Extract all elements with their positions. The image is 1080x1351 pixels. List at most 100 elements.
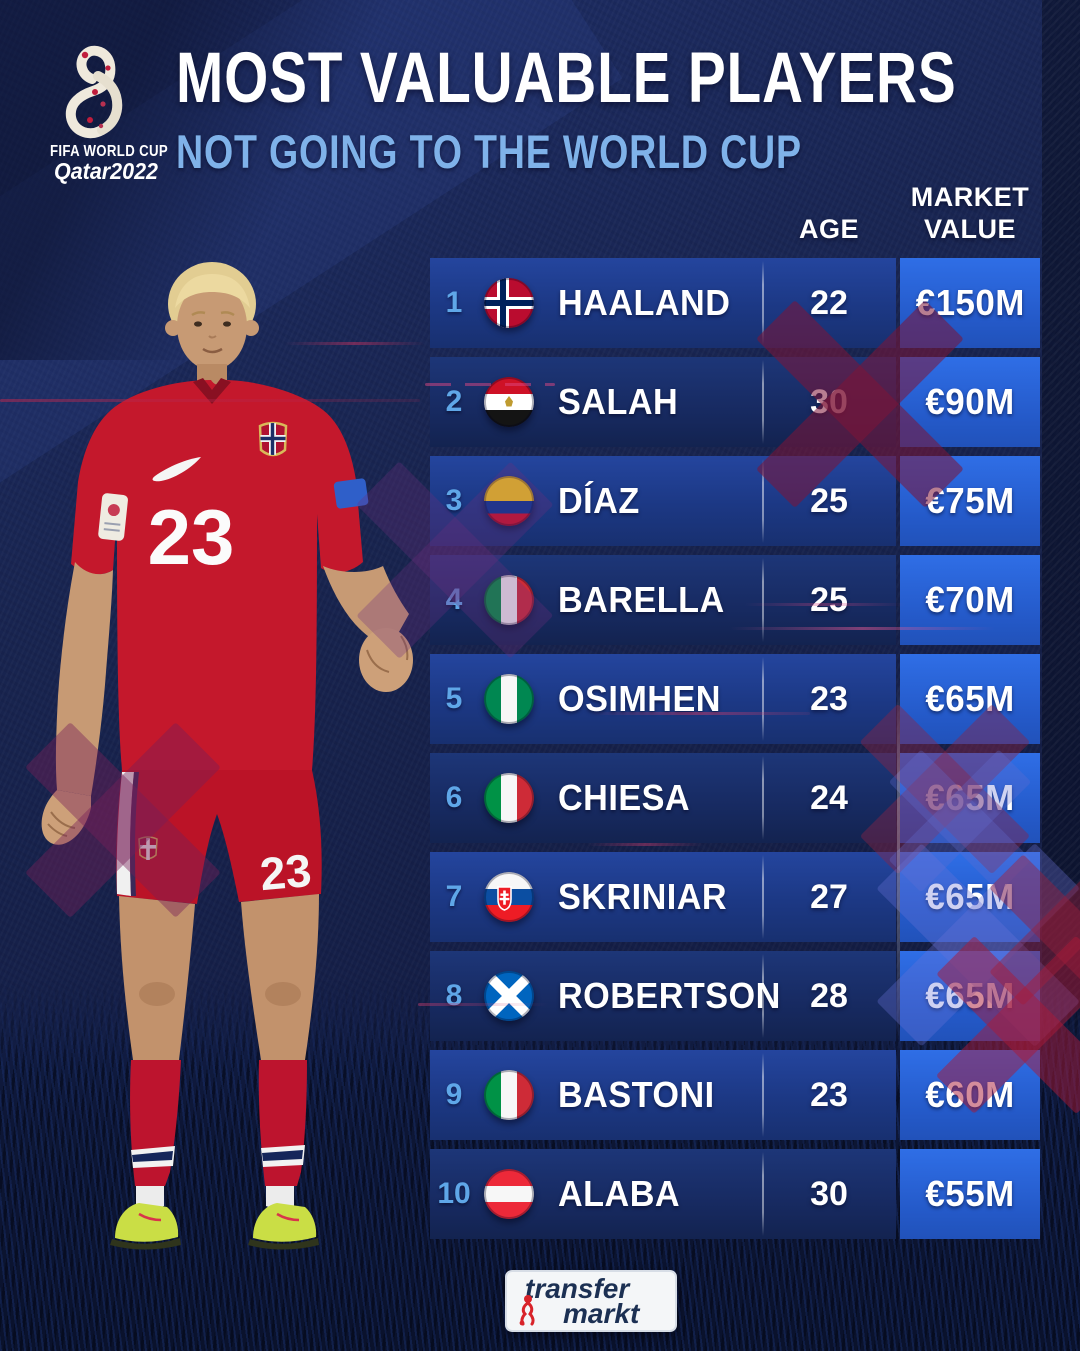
- market-value-cell: €65M: [900, 753, 1040, 843]
- player-rank: 3: [445, 484, 463, 517]
- player-rank: 7: [445, 880, 463, 913]
- table-row: 3 DÍAZ 25 €75M: [430, 456, 1040, 546]
- player-age: 28: [810, 976, 848, 1015]
- market-value: €75M: [925, 480, 1015, 521]
- country-flag-icon-italy: [484, 575, 534, 625]
- transfermarkt-wordmark-bottom: markt: [563, 1297, 640, 1329]
- player-age: 30: [810, 382, 848, 421]
- player-name: HAALAND: [558, 282, 731, 323]
- shorts-number: 23: [258, 844, 314, 900]
- table-row: 9 BASTONI 23 €60M: [430, 1050, 1040, 1140]
- player-name: BARELLA: [558, 579, 725, 620]
- player-age: 23: [810, 679, 848, 718]
- table-row: 8 ROBERTSON 28 €65M: [430, 951, 1040, 1041]
- player-rank: 10: [437, 1177, 471, 1210]
- player-row-panel: 6 CHIESA 24: [430, 753, 896, 843]
- fifa-world-cup-label: FIFA WORLD CUP: [50, 143, 168, 160]
- country-flag-icon-colombia: [484, 476, 534, 526]
- player-row-panel: 8 ROBERTSON 28: [430, 951, 896, 1041]
- player-row-panel: 7 SKRINIAR 27: [430, 852, 896, 942]
- table-row: 5 OSIMHEN 23 €65M: [430, 654, 1040, 744]
- fifa-world-cup-qatar-logo: FIFA WORLD CUP Qatar2022: [50, 45, 168, 184]
- player-row-panel: 2 SALAH 30: [430, 357, 896, 447]
- player-age: 25: [810, 481, 848, 520]
- light-streak: [897, 680, 900, 1040]
- table-row: 7 SKRINIAR 27 €65M: [430, 852, 1040, 942]
- player-name: BASTONI: [558, 1074, 715, 1115]
- table-row: 2 SALAH 30 €90M: [430, 357, 1040, 447]
- market-value: €150M: [915, 282, 1025, 323]
- column-header-value: VALUE: [923, 213, 1016, 244]
- player-age: 25: [810, 580, 848, 619]
- player-rank: 5: [445, 682, 463, 715]
- market-value-cell: €150M: [900, 258, 1040, 348]
- column-header-market-value: MARKET VALUE: [900, 182, 1040, 246]
- market-value-cell: €70M: [900, 555, 1040, 645]
- player-row-panel: 9 BASTONI 23: [430, 1050, 896, 1140]
- country-flag-icon-nigeria: [484, 674, 534, 724]
- market-value-cell: €55M: [900, 1149, 1040, 1239]
- player-age: 22: [810, 283, 848, 322]
- column-header-market: MARKET: [910, 182, 1030, 212]
- transfermarkt-wordmark-top: transfer: [525, 1273, 630, 1304]
- country-flag-icon-slovakia: [484, 872, 534, 922]
- player-row-panel: 4 BARELLA 25: [430, 555, 896, 645]
- player-rank: 2: [445, 385, 463, 418]
- country-flag-icon-italy: [484, 773, 534, 823]
- ranking-table: 1 HAALAND 22 €150M 2 SALAH 30 €90M 3: [430, 258, 1040, 1248]
- player-age: 27: [810, 877, 848, 916]
- player-name: SALAH: [558, 381, 679, 422]
- table-row: 10 ALABA 30 €55M: [430, 1149, 1040, 1239]
- country-flag-icon-scotland: [484, 971, 534, 1021]
- market-value: €65M: [925, 876, 1015, 917]
- player-name: SKRINIAR: [558, 876, 728, 917]
- market-value-cell: €60M: [900, 1050, 1040, 1140]
- qatar-emblem-swirl: [65, 45, 123, 139]
- country-flag-icon-austria: [484, 1169, 534, 1219]
- player-rank: 4: [445, 583, 463, 616]
- market-value-cell: €65M: [900, 654, 1040, 744]
- table-row: 6 CHIESA 24 €65M: [430, 753, 1040, 843]
- transfermarkt-logo: transfer markt: [505, 1270, 677, 1332]
- market-value-cell: €65M: [900, 852, 1040, 942]
- market-value: €70M: [925, 579, 1015, 620]
- player-name: ALABA: [558, 1173, 681, 1214]
- player-rank: 9: [445, 1078, 463, 1111]
- player-row-panel: 5 OSIMHEN 23: [430, 654, 896, 744]
- page-subtitle: NOT GOING TO THE WORLD CUP: [176, 125, 802, 178]
- country-flag-icon-norway: [484, 278, 534, 328]
- player-rank: 8: [445, 979, 463, 1012]
- player-row-panel: 10 ALABA 30: [430, 1149, 896, 1239]
- qatar-2022-label: Qatar2022: [54, 158, 158, 184]
- player-age: 23: [810, 1075, 848, 1114]
- market-value: €60M: [925, 1074, 1015, 1115]
- market-value: €55M: [925, 1173, 1015, 1214]
- player-rank: 1: [445, 286, 463, 319]
- player-name: ROBERTSON: [558, 975, 781, 1016]
- transfermarkt-player-icon: [519, 1295, 535, 1326]
- jersey-number: 23: [148, 493, 235, 581]
- player-row-panel: 1 HAALAND 22: [430, 258, 896, 348]
- page-title: MOST VALUABLE PLAYERS: [176, 39, 957, 118]
- player-name: CHIESA: [558, 777, 691, 818]
- player-row-panel: 3 DÍAZ 25: [430, 456, 896, 546]
- market-value: €65M: [925, 678, 1015, 719]
- market-value: €90M: [925, 381, 1015, 422]
- market-value-cell: €75M: [900, 456, 1040, 546]
- market-value-cell: €65M: [900, 951, 1040, 1041]
- market-value-cell: €90M: [900, 357, 1040, 447]
- market-value: €65M: [925, 777, 1015, 818]
- column-header-age: AGE: [798, 214, 859, 244]
- table-row: 1 HAALAND 22 €150M: [430, 258, 1040, 348]
- market-value: €65M: [925, 975, 1015, 1016]
- player-name: OSIMHEN: [558, 678, 721, 719]
- player-photo-haaland: 23 23: [41, 262, 413, 1250]
- player-rank: 6: [445, 781, 463, 814]
- player-age: 30: [810, 1174, 848, 1213]
- player-age: 24: [810, 778, 848, 817]
- player-name: DÍAZ: [558, 480, 640, 521]
- country-flag-icon-egypt: [484, 377, 534, 427]
- country-flag-icon-italy: [484, 1070, 534, 1120]
- table-row: 4 BARELLA 25 €70M: [430, 555, 1040, 645]
